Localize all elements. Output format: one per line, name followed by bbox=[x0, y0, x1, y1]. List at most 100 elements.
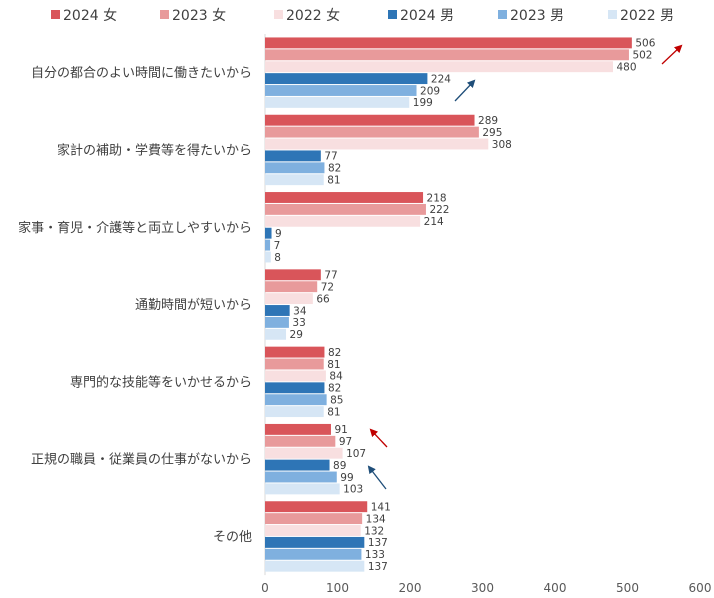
legend-label: 2022 男 bbox=[620, 8, 674, 24]
data-label: 81 bbox=[327, 174, 340, 186]
bar bbox=[265, 192, 424, 203]
data-label: 103 bbox=[343, 484, 363, 496]
data-label: 89 bbox=[333, 460, 346, 472]
data-label: 99 bbox=[340, 472, 353, 484]
legend-swatch bbox=[608, 10, 617, 19]
category-label: 正規の職員・従業員の仕事がないから bbox=[31, 452, 252, 468]
bar bbox=[265, 423, 331, 435]
annotations bbox=[367, 44, 683, 490]
legend-label: 2024 男 bbox=[400, 8, 454, 24]
data-label: 8 bbox=[274, 252, 281, 264]
bar bbox=[265, 536, 365, 548]
data-label: 137 bbox=[368, 561, 388, 573]
bar bbox=[265, 61, 613, 73]
bar bbox=[265, 316, 289, 328]
category-label: 家計の補助・学費等を得たいから bbox=[57, 142, 252, 158]
bar bbox=[265, 459, 330, 471]
bar bbox=[265, 293, 313, 305]
bar bbox=[265, 382, 325, 394]
bar bbox=[265, 114, 475, 126]
bar bbox=[265, 251, 271, 263]
data-label: 9 bbox=[275, 228, 282, 240]
bar bbox=[265, 138, 489, 150]
x-tick-label: 200 bbox=[399, 581, 422, 595]
data-label: 308 bbox=[492, 139, 512, 151]
data-label: 29 bbox=[290, 329, 303, 341]
data-label: 506 bbox=[635, 38, 655, 50]
bar bbox=[265, 328, 287, 340]
data-label: 480 bbox=[617, 61, 637, 73]
data-label: 84 bbox=[329, 371, 343, 383]
bar bbox=[265, 174, 324, 186]
data-label: 91 bbox=[334, 424, 347, 436]
x-tick-label: 0 bbox=[261, 581, 269, 595]
data-label: 133 bbox=[365, 549, 385, 561]
legend: 2024 女 2023 女 2022 女 2024 男 2023 男 2022 男 bbox=[51, 7, 674, 24]
data-label: 224 bbox=[431, 73, 451, 85]
legend-label: 2023 女 bbox=[172, 7, 226, 24]
trend-arrow bbox=[661, 44, 683, 65]
x-tick-label: 400 bbox=[544, 581, 567, 595]
bar bbox=[265, 483, 340, 495]
legend-label: 2023 男 bbox=[510, 8, 564, 24]
data-label: 222 bbox=[429, 204, 449, 216]
bar bbox=[265, 162, 325, 174]
data-label: 7 bbox=[274, 240, 281, 252]
data-label: 107 bbox=[346, 448, 366, 460]
trend-arrow bbox=[369, 428, 388, 448]
x-tick-label: 500 bbox=[616, 581, 639, 595]
data-label: 97 bbox=[339, 436, 352, 448]
legend-label: 2022 女 bbox=[286, 7, 340, 24]
bar bbox=[265, 73, 428, 85]
bar bbox=[265, 150, 321, 162]
bar bbox=[265, 501, 368, 513]
data-label: 295 bbox=[482, 127, 502, 139]
x-tick-label: 300 bbox=[471, 581, 494, 595]
bar bbox=[265, 227, 272, 239]
data-label: 33 bbox=[292, 317, 305, 329]
category-label: 自分の都合のよい時間に働きたいから bbox=[31, 66, 252, 81]
data-label: 81 bbox=[327, 359, 340, 371]
legend-swatch bbox=[274, 10, 283, 19]
legend-swatch bbox=[498, 10, 507, 19]
bar bbox=[265, 85, 417, 96]
trend-arrow bbox=[367, 465, 387, 490]
bar bbox=[265, 239, 271, 251]
data-label: 77 bbox=[324, 151, 337, 163]
bar bbox=[265, 370, 326, 382]
data-label: 72 bbox=[321, 281, 334, 293]
bar bbox=[265, 281, 318, 293]
data-label: 199 bbox=[413, 97, 433, 109]
bar bbox=[265, 560, 365, 572]
data-label: 214 bbox=[424, 216, 444, 228]
bar bbox=[265, 49, 629, 61]
legend-swatch bbox=[160, 10, 169, 19]
data-label: 82 bbox=[328, 347, 341, 359]
bar bbox=[265, 203, 426, 215]
data-label: 134 bbox=[366, 513, 386, 525]
legend-swatch bbox=[388, 10, 397, 19]
bar bbox=[265, 126, 479, 138]
bar bbox=[265, 37, 632, 49]
bar bbox=[265, 394, 327, 406]
data-label: 81 bbox=[327, 406, 340, 418]
legend-label: 2024 女 bbox=[63, 7, 117, 24]
bar bbox=[265, 305, 290, 316]
category-label: その他 bbox=[213, 530, 252, 545]
legend-swatch bbox=[51, 10, 60, 19]
category-label: 家事・育児・介護等と両立しやすいから bbox=[18, 220, 252, 236]
bar bbox=[265, 96, 410, 108]
data-label: 502 bbox=[632, 50, 652, 62]
x-tick-label: 100 bbox=[326, 581, 349, 595]
data-label: 82 bbox=[328, 163, 341, 175]
category-label: 専門的な技能等をいかせるから bbox=[70, 374, 252, 390]
data-label: 141 bbox=[371, 501, 391, 513]
bar bbox=[265, 548, 362, 560]
bar bbox=[265, 269, 321, 281]
bar bbox=[265, 513, 363, 525]
data-label: 66 bbox=[316, 293, 330, 305]
data-label: 209 bbox=[420, 85, 440, 97]
data-label: 289 bbox=[478, 115, 498, 127]
